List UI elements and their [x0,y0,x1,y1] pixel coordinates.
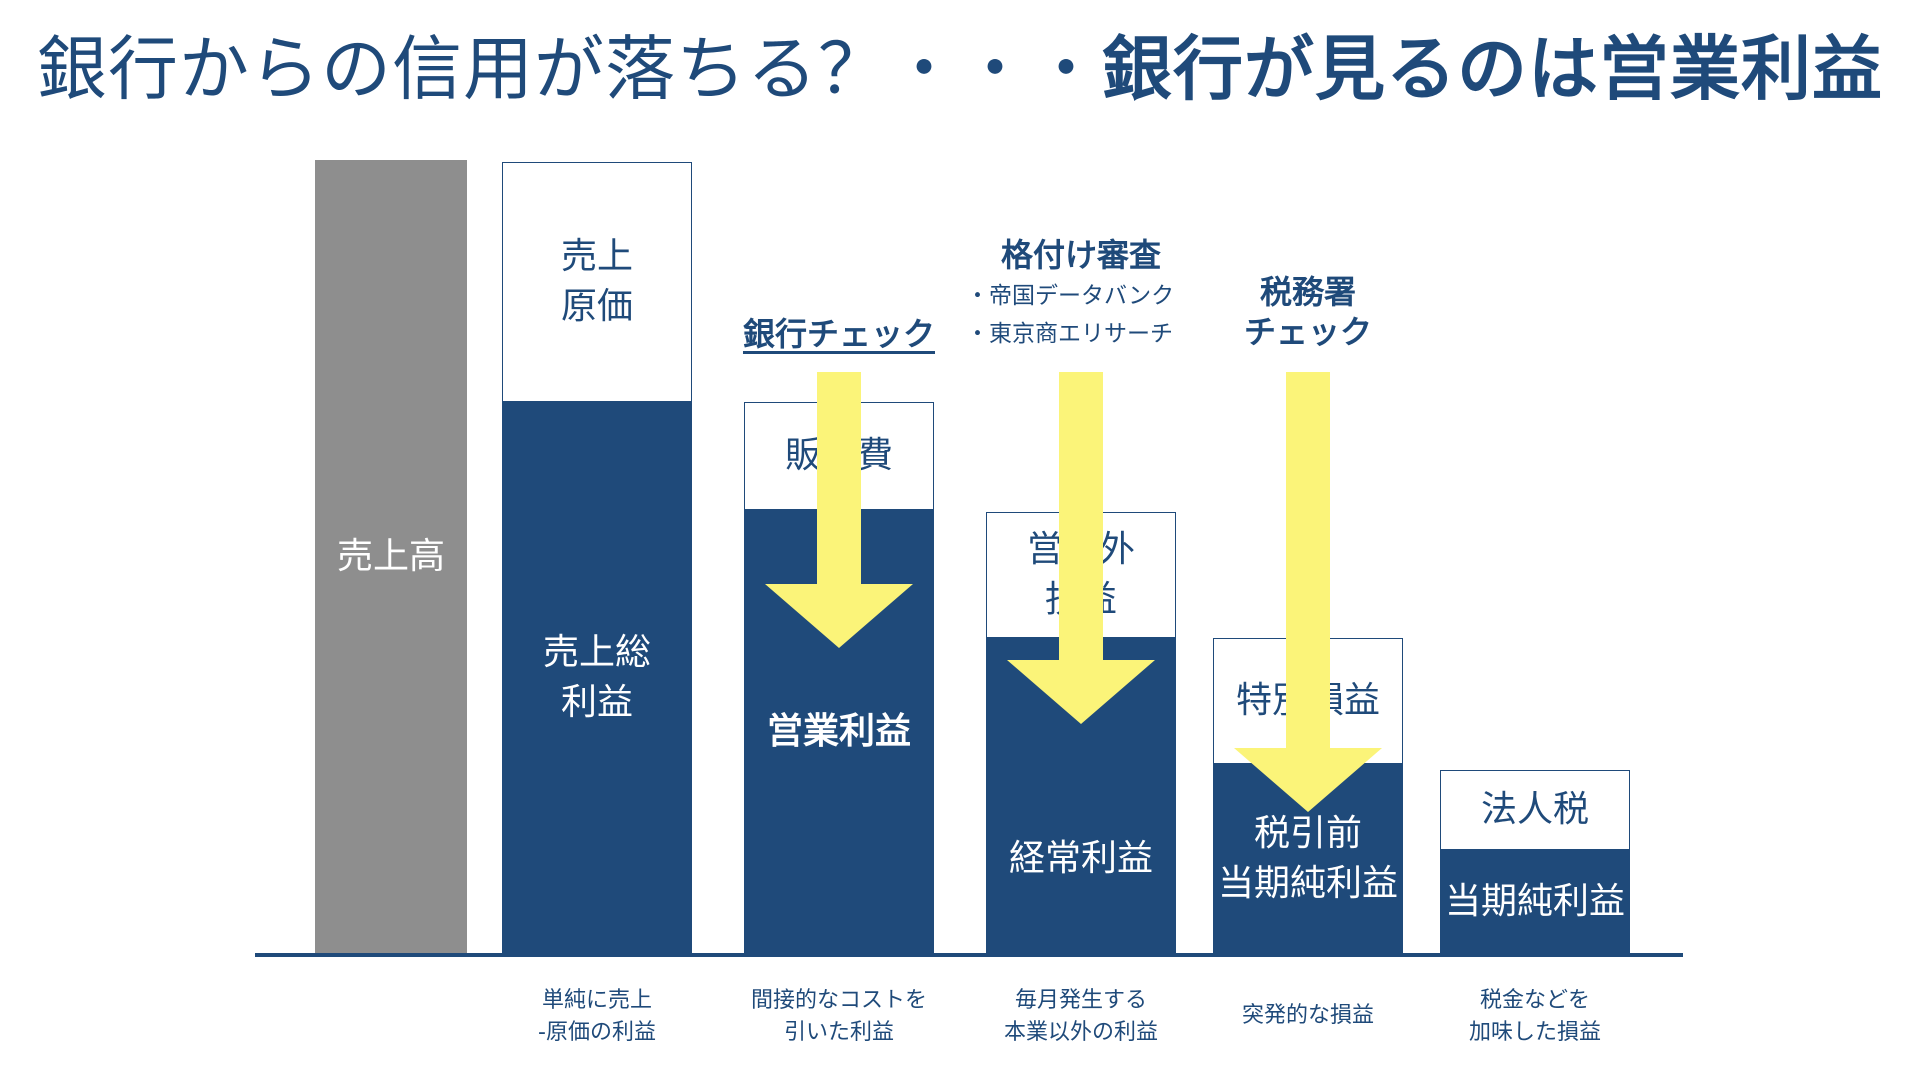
operating-profit-label: 営業利益 [766,711,911,752]
bank-check-label: 銀行チェック [742,315,935,353]
title-emphasis: 銀行が見るのは営業利益 [1102,28,1883,110]
rating-agency-item: ・東京商エリサーチ [966,321,1173,347]
arrow-down-icon [765,372,913,648]
corporate-tax-box: 法人税 [1440,770,1630,850]
caption-pretax: 突発的な損益 [1241,1003,1374,1028]
sales-bar-label: 売上高 [336,536,445,577]
caption-gross: 単純に売上 -原価の利益 [538,988,656,1045]
arrow-down-icon [1007,372,1155,724]
title-lead: 銀行からの信用が落ちる？・・・ [37,28,1102,110]
gross-profit-box: 売上総 利益 [502,402,692,954]
sales-bar: 売上高 [315,160,467,954]
rating-agency-item: ・帝国データバンク [966,283,1175,309]
caption-ordinary: 毎月発生する 本業以外の利益 [1003,988,1158,1045]
pretax-profit-label: 税引前 当期純利益 [1217,813,1398,904]
page-title: 銀行からの信用が落ちる？・・・銀行が見るのは営業利益 [0,24,1920,114]
arrow-down-icon [1234,372,1382,812]
cost-of-sales-box: 売上 原価 [502,162,692,402]
tax-office-check-label: 税務署 チェック [1243,273,1372,351]
net-profit-box: 当期純利益 [1440,850,1630,954]
ordinary-profit-label: 経常利益 [1008,837,1153,879]
net-profit-label: 当期純利益 [1444,881,1625,922]
caption-operating: 間接的なコストを 引いた利益 [750,988,927,1045]
caption-net: 税金などを 加味した損益 [1468,988,1601,1045]
rating-review-title: 格付け審査 [1000,236,1161,274]
corporate-tax-label: 法人税 [1480,789,1589,830]
gross-profit-label: 売上総 利益 [542,632,651,723]
cost-of-sales-label: 売上 原価 [560,236,633,327]
baseline [255,953,1683,957]
